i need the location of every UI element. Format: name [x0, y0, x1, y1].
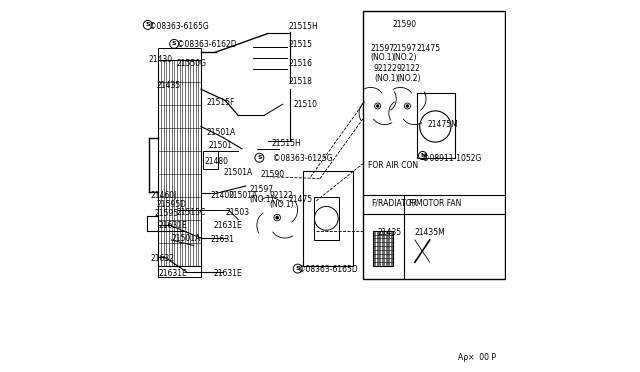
Text: 21632: 21632: [151, 254, 175, 263]
Text: (NO.2): (NO.2): [396, 74, 420, 83]
Text: 21631E: 21631E: [158, 221, 187, 230]
Bar: [158, 48, 201, 60]
Text: 21515: 21515: [289, 40, 312, 49]
Bar: [158, 266, 201, 277]
Text: 21631E: 21631E: [214, 221, 243, 230]
Text: 21460J: 21460J: [151, 191, 177, 200]
Text: 21430: 21430: [149, 55, 173, 64]
Bar: [417, 93, 454, 158]
Text: 21480: 21480: [205, 157, 228, 166]
Text: 21595: 21595: [154, 209, 179, 218]
Text: F/MOTOR FAN: F/MOTOR FAN: [408, 198, 461, 207]
Text: 21475: 21475: [417, 44, 441, 53]
Text: ©08363-6165D: ©08363-6165D: [298, 265, 357, 274]
Text: 21515H: 21515H: [271, 139, 301, 148]
Text: ©08363-6165G: ©08363-6165G: [149, 22, 209, 31]
Text: (NO.1): (NO.1): [374, 74, 399, 83]
Text: 21510: 21510: [294, 100, 318, 109]
Bar: [373, 231, 394, 266]
Bar: [363, 11, 505, 279]
Circle shape: [276, 216, 279, 219]
Bar: [303, 171, 353, 266]
Text: 21631E: 21631E: [158, 269, 187, 278]
Text: 21435: 21435: [378, 228, 402, 237]
Text: (NO.1): (NO.1): [370, 53, 395, 62]
Text: 21515C: 21515C: [177, 208, 206, 217]
Text: 21400: 21400: [211, 191, 234, 200]
Text: 21503: 21503: [225, 208, 249, 217]
Text: 21518: 21518: [289, 77, 312, 86]
Circle shape: [376, 105, 379, 108]
Text: Aρ×  00 P: Aρ× 00 P: [458, 353, 495, 362]
Text: 21501A: 21501A: [223, 169, 253, 177]
Text: 21597: 21597: [392, 44, 417, 53]
Text: F/RADIATOR: F/RADIATOR: [371, 198, 417, 207]
Text: 21516: 21516: [289, 59, 312, 68]
Text: 21590: 21590: [260, 170, 285, 179]
Text: 21590: 21590: [392, 20, 417, 29]
Text: 21595D: 21595D: [156, 200, 186, 209]
Text: ©08363-6125G: ©08363-6125G: [273, 154, 333, 163]
Text: S: S: [296, 266, 300, 271]
Text: 21515H: 21515H: [289, 22, 318, 31]
Text: 21435: 21435: [156, 81, 180, 90]
Text: FOR AIR CON: FOR AIR CON: [369, 161, 419, 170]
Text: N: N: [420, 153, 426, 158]
Text: 21550G: 21550G: [177, 59, 207, 68]
Text: 92122: 92122: [270, 191, 294, 200]
Text: ©08911-1052G: ©08911-1052G: [422, 154, 482, 163]
Text: S: S: [257, 155, 262, 160]
Bar: [314, 197, 339, 240]
Text: 21475M: 21475M: [428, 120, 459, 129]
Text: (NO.1): (NO.1): [250, 195, 274, 203]
Text: 21501A: 21501A: [207, 128, 236, 137]
Text: (NO.2): (NO.2): [392, 53, 417, 62]
Text: 21501: 21501: [209, 141, 232, 150]
Text: 92122: 92122: [374, 64, 398, 73]
Text: 21631: 21631: [211, 235, 234, 244]
Text: ©08363-6162D: ©08363-6162D: [177, 40, 236, 49]
Text: 21501A: 21501A: [229, 191, 258, 200]
Text: S: S: [145, 22, 150, 28]
Text: 92122: 92122: [396, 64, 420, 73]
Text: 21475: 21475: [289, 195, 312, 203]
Text: 21501A: 21501A: [172, 234, 200, 243]
Text: 21597: 21597: [250, 185, 273, 194]
Text: S: S: [172, 41, 177, 46]
Text: 21515F: 21515F: [207, 98, 235, 107]
Bar: [158, 60, 201, 266]
Text: 21597: 21597: [370, 44, 394, 53]
Text: 21631E: 21631E: [214, 269, 243, 278]
Text: (NO.1): (NO.1): [270, 200, 294, 209]
Text: 21435M: 21435M: [415, 228, 445, 237]
Circle shape: [406, 105, 409, 108]
Bar: [203, 151, 218, 169]
